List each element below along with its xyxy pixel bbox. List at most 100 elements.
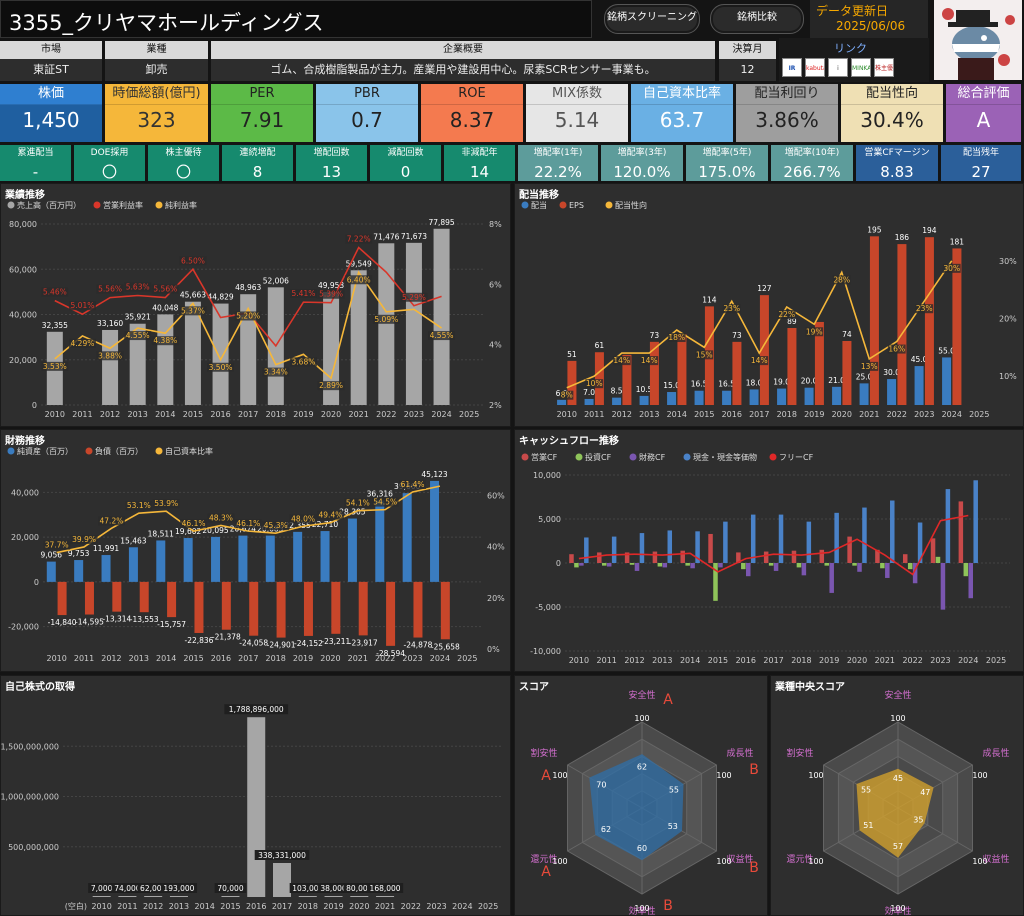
x-tick-label: 2022 — [902, 656, 922, 665]
bar — [597, 552, 602, 563]
bar — [569, 554, 574, 563]
bar — [890, 500, 895, 563]
label-bg — [262, 367, 290, 377]
bar — [298, 896, 317, 897]
x-tick-label: 2016 — [736, 656, 756, 665]
x-tick-label: 2019 — [293, 410, 313, 419]
x-tick-label: 2022 — [401, 902, 421, 911]
bar — [622, 354, 632, 405]
data-label: 45.3% — [264, 521, 288, 530]
label-bg — [887, 344, 906, 354]
irbank-link-icon[interactable]: IR BANK — [782, 58, 802, 77]
data-label: 51 — [567, 350, 577, 359]
x-tick-label: 2012 — [100, 410, 120, 419]
bar — [875, 549, 880, 563]
link-label: リンク — [834, 42, 867, 55]
bar — [211, 536, 221, 582]
kpi-tile: PER 7.91 — [211, 84, 313, 142]
label-bg — [137, 883, 169, 893]
bar — [156, 540, 166, 582]
y2-tick-label: 30% — [999, 257, 1017, 266]
label-bg — [160, 883, 198, 893]
bar — [584, 537, 589, 563]
y-tick-label: -10,000 — [530, 647, 561, 656]
bar — [440, 581, 450, 640]
legend-marker — [521, 453, 529, 461]
x-tick-label: 2011 — [74, 654, 94, 663]
radar-value: 35 — [913, 816, 923, 825]
x-tick-label: 2018 — [266, 654, 286, 663]
bar — [652, 551, 658, 563]
bar — [885, 563, 890, 578]
score-panel: スコア 62 55 53 60 62 70 安全性 100 成長性 100 収益性 100 効率性 100… — [514, 675, 768, 916]
data-label: 46.1% — [182, 519, 206, 528]
x-tick-label: 2012 — [143, 902, 163, 911]
data-label: -13,553 — [130, 615, 159, 624]
kpi-value: 63.7 — [659, 108, 705, 132]
legend-entry: 自己資本比率 — [165, 446, 213, 456]
stat-value: 13 — [321, 163, 342, 181]
data-label: 114 — [702, 295, 717, 304]
bar — [750, 514, 756, 563]
label-bg — [96, 284, 124, 294]
data-label: 9,056 — [41, 551, 63, 560]
info-link-icon[interactable]: i — [828, 58, 848, 77]
bar — [128, 547, 138, 582]
series-line — [566, 260, 953, 389]
x-tick-label: 2013 — [639, 410, 659, 419]
label-bg — [805, 327, 824, 337]
y2-tick-label: 60% — [487, 492, 505, 501]
data-label: 15% — [696, 350, 713, 359]
y2-tick-label: 8% — [489, 220, 502, 229]
radar-axis-label: 収益性 — [982, 853, 1009, 865]
data-label: 45,663 — [180, 291, 206, 300]
label-bg — [41, 287, 69, 297]
x-tick-label: 2012 — [612, 410, 632, 419]
x-tick-label: 2014 — [155, 410, 175, 419]
kpi-label: MIX係数 — [526, 84, 628, 105]
x-tick-label: 2025 — [478, 902, 498, 911]
bar — [963, 563, 969, 577]
financial-title: 財務推移 — [5, 436, 45, 447]
data-label: 52,006 — [263, 276, 289, 285]
stat-value: 14 — [469, 163, 490, 181]
kabutan-link-icon[interactable]: kabutan — [805, 58, 825, 77]
data-label: 4.55% — [430, 331, 454, 340]
kpi-tile: 時価総額(億円) 323 — [105, 84, 208, 142]
data-label: 37.7% — [45, 541, 69, 550]
bar — [667, 530, 673, 563]
financial-chart: 純資産（百万） 負債（百万） 自己資本比率 -20,000 0 20,000 40,000 0… — [7, 446, 505, 663]
stock-screening-button[interactable]: 銘柄スクリーニング — [604, 4, 700, 34]
data-label: 5.63% — [126, 282, 150, 291]
score-radar: 625553606270安全性100成長性100収益性100効率性100還元性1… — [530, 689, 758, 915]
y-tick-label: 20,000 — [11, 533, 39, 542]
label-bg — [179, 256, 207, 266]
bar — [862, 507, 867, 563]
label-bg — [344, 498, 372, 508]
label-bg — [97, 516, 125, 526]
data-label: 16% — [888, 345, 905, 354]
data-label: 53.9% — [154, 499, 178, 508]
data-label: 48.0% — [291, 514, 315, 523]
stat-label: 非減配年 — [461, 148, 498, 158]
bar — [624, 552, 630, 563]
yutai-link-icon[interactable]: 株主優待 — [874, 58, 894, 77]
stat-value: 0 — [400, 163, 411, 181]
radar-max-label: 100 — [552, 771, 567, 780]
data-label: -23,211 — [321, 637, 350, 646]
radar-value: 53 — [668, 822, 678, 831]
label-bg — [640, 356, 659, 366]
bar — [639, 533, 645, 563]
data-label: 5.37% — [181, 306, 205, 315]
stat-value: 8 — [252, 163, 263, 181]
bar — [657, 563, 663, 567]
data-label: 23% — [723, 304, 740, 313]
data-label: 49.4% — [319, 511, 343, 520]
bar — [184, 301, 201, 405]
stock-compare-button[interactable]: 銘柄比較 — [710, 4, 804, 34]
bar — [685, 563, 690, 566]
x-tick-label: 2024 — [942, 410, 962, 419]
data-label: 38,000 — [320, 884, 346, 893]
data-label: 49,953 — [318, 281, 344, 290]
minkabu-link-icon[interactable]: MINKABU — [851, 58, 871, 77]
